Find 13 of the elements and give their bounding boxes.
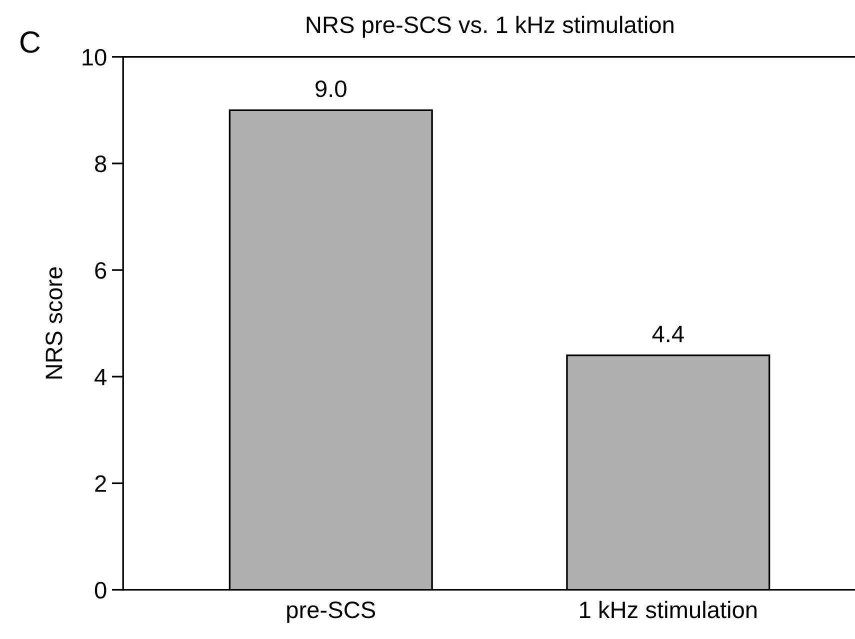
y-tick-label: 0 [94, 582, 106, 599]
data-label: 9.0 [316, 80, 346, 98]
x-tick-label: pre-SCS [287, 602, 376, 623]
x-tick-label: 1 kHz stimulation [580, 600, 757, 618]
y-tick-label: 8 [95, 156, 106, 172]
data-label: 4.4 [652, 326, 684, 342]
y-tick-label: 2 [95, 475, 106, 492]
y-tick-label: 4 [94, 368, 106, 386]
chart-title: NRS pre-SCS vs. 1 kHz stimulation [306, 16, 674, 38]
y-tick-label: 10 [82, 48, 106, 66]
text: C [20, 31, 40, 53]
y-axis-title: NRS score [46, 267, 62, 378]
y-tick-label: 6 [95, 262, 106, 279]
